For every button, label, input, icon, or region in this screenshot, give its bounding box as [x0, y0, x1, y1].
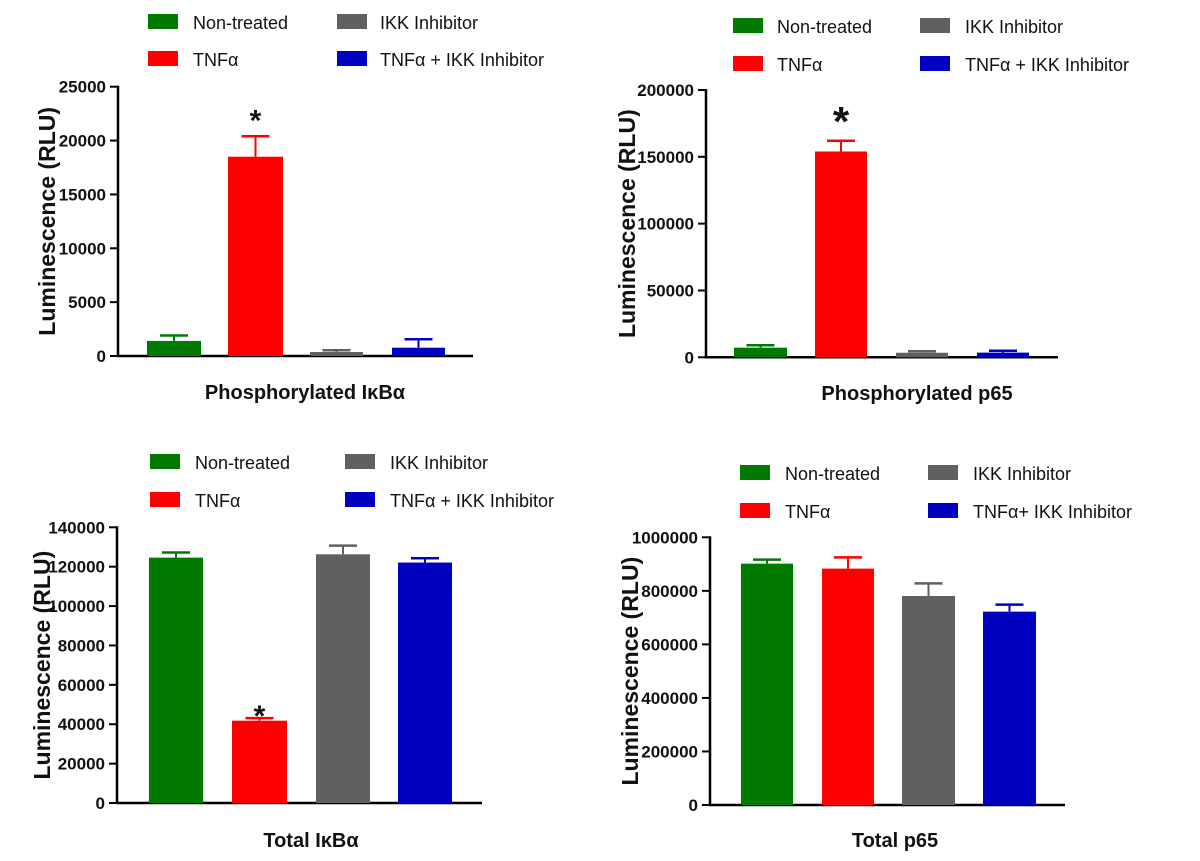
- bar-3: [902, 595, 955, 805]
- legend-label: Non-treated: [777, 17, 872, 37]
- chart-title: Phosphorylated IκBα: [205, 382, 406, 404]
- legend-label: Non-treated: [785, 464, 880, 484]
- chart-title: Phosphorylated p65: [821, 383, 1012, 405]
- y-axis-label: Luminescence (RLU): [34, 107, 60, 336]
- y-tick-label: 800000: [641, 582, 698, 601]
- legend-swatch: [148, 51, 178, 66]
- legend: Non-treated IKK Inhibitor TNFα TNFα + IKK I…: [733, 17, 1129, 75]
- y-axis-label: Luminescence (RLU): [617, 557, 643, 786]
- legend-label: TNFα + IKK Inhibitor: [390, 491, 554, 511]
- bar-4: [977, 352, 1029, 358]
- legend-label: IKK Inhibitor: [380, 13, 478, 33]
- y-tick-label: 600000: [641, 635, 698, 654]
- y-tick-label: 5000: [68, 293, 106, 312]
- y-axis-label: Luminescence (RLU): [614, 109, 640, 338]
- significance-marker: *: [254, 700, 266, 733]
- y-tick-label: 25000: [59, 78, 106, 97]
- y-tick-label: 0: [97, 347, 106, 366]
- chart-panel-1: Non-treated IKK Inhibitor TNFα TNFα + IKK I…: [34, 13, 544, 404]
- legend-label: TNFα + IKK Inhibitor: [380, 50, 544, 70]
- legend-swatch: [740, 503, 770, 518]
- legend-label: TNFα: [777, 55, 822, 75]
- bar-2: [232, 720, 287, 803]
- bar-3: [310, 352, 363, 356]
- legend-swatch: [733, 18, 763, 33]
- y-tick-label: 0: [96, 794, 105, 813]
- legend-label: IKK Inhibitor: [965, 17, 1063, 37]
- legend-label: TNFα: [195, 491, 240, 511]
- legend-label: Non-treated: [193, 13, 288, 33]
- y-tick-label: 20000: [59, 132, 106, 151]
- legend-swatch: [920, 56, 950, 71]
- chart-title: Total IκBα: [263, 830, 359, 852]
- bar-4: [392, 347, 445, 356]
- bar-3: [896, 352, 948, 358]
- legend-swatch: [150, 454, 180, 469]
- y-tick-label: 20000: [58, 755, 105, 774]
- legend: Non-treated IKK Inhibitor TNFα TNFα+ IKK In…: [740, 464, 1132, 522]
- legend-swatch: [928, 503, 958, 518]
- y-tick-label: 80000: [58, 636, 105, 655]
- y-tick-label: 120000: [48, 558, 105, 577]
- y-tick-label: 100000: [48, 597, 105, 616]
- bar-4: [983, 611, 1036, 805]
- chart-panel-4: Non-treated IKK Inhibitor TNFα TNFα+ IKK In…: [617, 464, 1132, 852]
- y-tick-label: 200000: [641, 742, 698, 761]
- bar-2: [822, 568, 874, 805]
- legend-label: IKK Inhibitor: [973, 464, 1071, 484]
- y-tick-label: 400000: [641, 689, 698, 708]
- legend: Non-treated IKK Inhibitor TNFα TNFα + IKK I…: [150, 453, 554, 511]
- significance-marker: *: [833, 98, 850, 145]
- legend-label: TNFα: [193, 50, 238, 70]
- bar-1: [734, 347, 787, 358]
- y-tick-label: 10000: [59, 239, 106, 258]
- legend-swatch: [920, 18, 950, 33]
- legend-swatch: [148, 14, 178, 29]
- bar-2: [815, 151, 867, 358]
- bar-2: [228, 156, 283, 356]
- legend-label: IKK Inhibitor: [390, 453, 488, 473]
- legend-swatch: [740, 465, 770, 480]
- y-tick-label: 200000: [637, 81, 694, 100]
- bar-1: [147, 340, 201, 356]
- significance-marker: *: [250, 104, 262, 137]
- legend: Non-treated IKK Inhibitor TNFα TNFα + IKK I…: [148, 13, 544, 70]
- legend-swatch: [337, 51, 367, 66]
- y-tick-label: 50000: [647, 281, 694, 300]
- legend-label: TNFα + IKK Inhibitor: [965, 55, 1129, 75]
- legend-swatch: [150, 492, 180, 507]
- legend-label: TNFα: [785, 502, 830, 522]
- y-axis-label: Luminescence (RLU): [29, 551, 55, 780]
- chart-panel-3: Non-treated IKK Inhibitor TNFα TNFα + IKK I…: [29, 453, 554, 852]
- y-tick-label: 60000: [58, 676, 105, 695]
- bar-1: [149, 557, 203, 803]
- y-tick-label: 15000: [59, 185, 106, 204]
- chart-panel-2: Non-treated IKK Inhibitor TNFα TNFα + IKK I…: [614, 17, 1129, 405]
- legend-swatch: [928, 465, 958, 480]
- legend-label: TNFα+ IKK Inhibitor: [973, 502, 1132, 522]
- y-tick-label: 100000: [637, 215, 694, 234]
- bar-1: [741, 563, 793, 805]
- y-tick-label: 0: [685, 348, 694, 367]
- legend-swatch: [337, 14, 367, 29]
- legend-swatch: [345, 454, 375, 469]
- bar-3: [316, 554, 370, 803]
- y-tick-label: 1000000: [632, 528, 698, 547]
- legend-swatch: [345, 492, 375, 507]
- y-tick-label: 140000: [48, 518, 105, 537]
- legend-swatch: [733, 56, 763, 71]
- chart-title: Total p65: [852, 830, 938, 852]
- bar-4: [398, 562, 452, 803]
- y-tick-label: 150000: [637, 148, 694, 167]
- legend-label: Non-treated: [195, 453, 290, 473]
- y-tick-label: 40000: [58, 715, 105, 734]
- y-tick-label: 0: [689, 796, 698, 815]
